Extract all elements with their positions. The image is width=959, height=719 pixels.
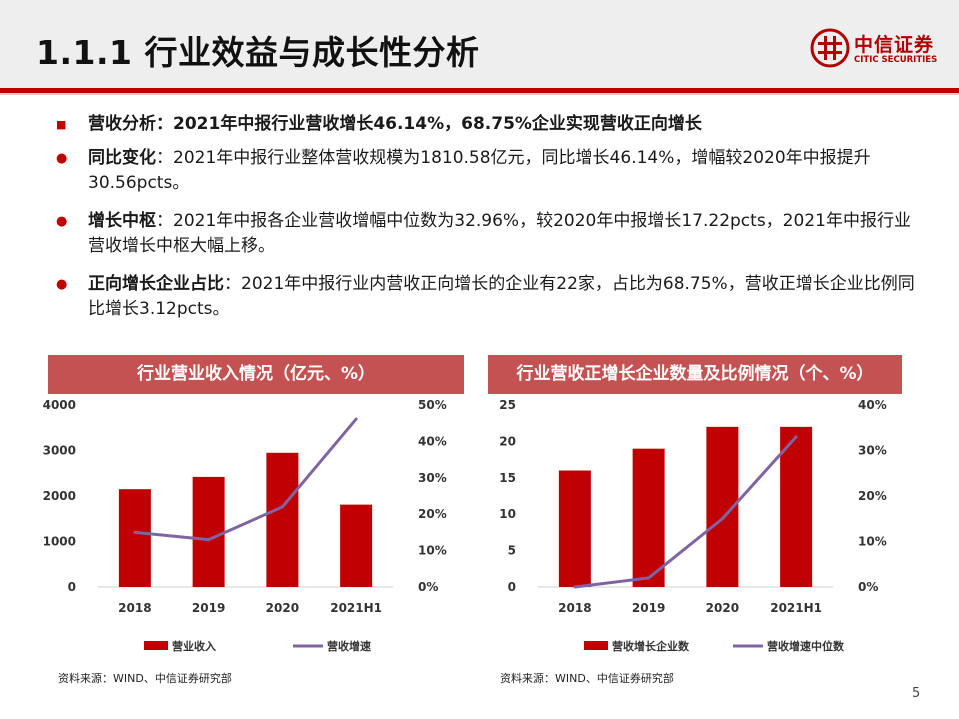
y2-tick-label: 40% — [858, 398, 887, 412]
growth-firms-chart: 0 5 10 15 20 25 0% 10% 20% 30% 40% 2018 2019 2020 2021… — [478, 395, 908, 700]
x-tick-label: 2020 — [266, 601, 299, 615]
series-line — [575, 437, 796, 587]
y2-tick-label: 20% — [858, 489, 887, 503]
y-tick-label: 10 — [499, 507, 516, 521]
legend-label: 营收增长企业数 — [612, 639, 690, 653]
source-note-left: 资料来源：WIND、中信证券研究部 — [58, 670, 232, 686]
bullet-summary-text: 营收分析：2021年中报行业营收增长46.14%，68.75%企业实现营收正向增… — [88, 114, 702, 134]
x-tick-label: 2021H1 — [330, 601, 382, 615]
y-tick-label: 2000 — [43, 489, 76, 503]
bullet-text: ：2021年中报各企业营收增幅中位数为32.96%，较2020年中报增长17.2… — [88, 211, 911, 256]
dot-bullet-icon: ● — [56, 209, 67, 234]
x-tick-label: 2019 — [192, 601, 225, 615]
series-line — [135, 419, 356, 540]
x-tick-label: 2019 — [632, 601, 665, 615]
bullet-summary: ■ 营收分析：2021年中报行业营收增长46.14%，68.75%企业实现营收正… — [52, 112, 922, 137]
dot-bullet-icon: ● — [56, 272, 67, 297]
x-tick-label: 2018 — [118, 601, 151, 615]
chart-title: 行业营收正增长企业数量及比例情况（个、%） — [488, 355, 902, 394]
line-point — [721, 517, 724, 520]
bullet-positive-share: ● 正向增长企业占比：2021年中报行业内营收正向增长的企业有22家，占比为68… — [52, 272, 922, 322]
line-point — [795, 435, 798, 438]
y2-tick-label: 50% — [418, 398, 447, 412]
bar — [559, 471, 591, 587]
logo-text-en: CITIC SECURITIES — [854, 55, 937, 65]
bullet-text: ：2021年中报行业整体营收规模为1810.58亿元，同比增长46.14%，增幅… — [88, 148, 871, 193]
bullet-list: ■ 营收分析：2021年中报行业营收增长46.14%，68.75%企业实现营收正… — [52, 112, 922, 335]
bar — [193, 477, 225, 587]
square-bullet-icon: ■ — [56, 112, 66, 137]
y2-tick-label: 0% — [418, 580, 438, 594]
bullet-label: 同比变化 — [88, 148, 156, 168]
legend-label: 营收增速中位数 — [767, 639, 845, 653]
y-tick-label: 20 — [499, 434, 516, 448]
y-tick-label: 1000 — [43, 535, 76, 549]
line-point — [207, 538, 210, 541]
legend-label: 营业收入 — [172, 639, 216, 653]
bar — [340, 505, 372, 587]
slide-title: 1.1.1 行业效益与成长性分析 — [36, 26, 479, 74]
source-note-right: 资料来源：WIND、中信证券研究部 — [500, 670, 674, 686]
x-tick-label: 2021H1 — [770, 601, 822, 615]
logo-text-cn: 中信证券 — [854, 30, 934, 57]
line-point — [281, 505, 284, 508]
header-divider-shadow — [0, 93, 959, 95]
legend-swatch-bar — [584, 641, 608, 650]
company-logo: 中信证券 CITIC SECURITIES — [810, 28, 950, 70]
legend-swatch-bar — [144, 641, 168, 650]
page-number: 5 — [912, 686, 920, 701]
y-tick-label: 5 — [508, 544, 516, 558]
bullet-label: 增长中枢 — [88, 211, 156, 231]
bar — [119, 489, 151, 587]
y2-tick-label: 10% — [858, 535, 887, 549]
line-point — [573, 586, 576, 589]
y2-tick-label: 40% — [418, 434, 447, 448]
line-point — [133, 531, 136, 534]
chart-title: 行业营业收入情况（亿元、%） — [48, 355, 464, 394]
y2-tick-label: 0% — [858, 580, 878, 594]
y-tick-label: 3000 — [43, 444, 76, 458]
bar — [266, 453, 298, 587]
revenue-chart: 0 1000 2000 3000 4000 0% 10% 20% 30% 40% 50% 2018 20… — [38, 395, 468, 700]
y-tick-label: 25 — [499, 398, 516, 412]
y2-tick-label: 30% — [858, 444, 887, 458]
bullet-label: 正向增长企业占比 — [88, 274, 224, 294]
y-tick-label: 0 — [68, 580, 76, 594]
bullet-median: ● 增长中枢：2021年中报各企业营收增幅中位数为32.96%，较2020年中报… — [52, 209, 922, 259]
y2-tick-label: 30% — [418, 471, 447, 485]
bullet-yoy: ● 同比变化：2021年中报行业整体营收规模为1810.58亿元，同比增长46.… — [52, 146, 922, 196]
y-tick-label: 0 — [508, 580, 516, 594]
line-point — [647, 576, 650, 579]
legend-label: 营收增速 — [327, 639, 371, 653]
y2-tick-label: 10% — [418, 544, 447, 558]
bar — [633, 449, 665, 587]
line-point — [355, 418, 358, 421]
x-tick-label: 2020 — [706, 601, 739, 615]
y2-tick-label: 20% — [418, 507, 447, 521]
citic-logo-icon — [810, 28, 850, 68]
x-tick-label: 2018 — [558, 601, 591, 615]
y-tick-label: 15 — [499, 471, 516, 485]
y-tick-label: 4000 — [43, 398, 76, 412]
dot-bullet-icon: ● — [56, 146, 67, 171]
